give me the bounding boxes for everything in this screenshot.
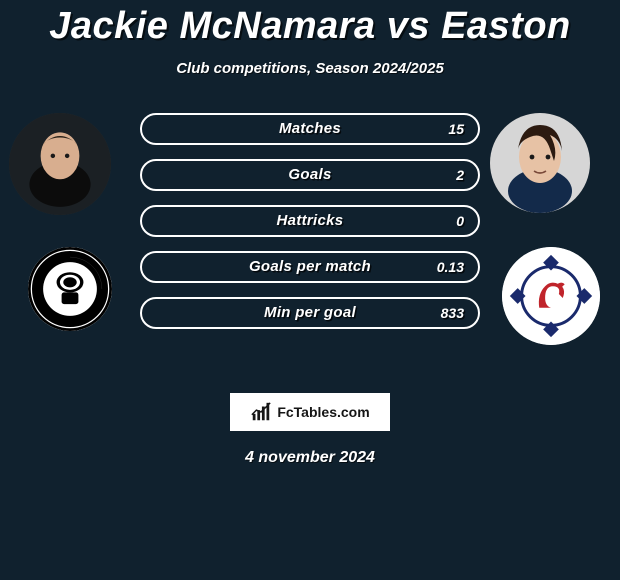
club-right-badge [502, 247, 600, 345]
stat-row-hattricks: Hattricks 0 [140, 205, 480, 237]
comparison-panel: Matches 15 Goals 2 Hattricks 0 Goals per… [0, 113, 620, 373]
page-title: Jackie McNamara vs Easton [0, 0, 620, 48]
stat-label: Min per goal [264, 304, 356, 321]
player-right-avatar [490, 113, 590, 213]
stat-value: 2 [456, 167, 464, 183]
brand-label: FcTables.com [277, 404, 369, 420]
stat-label: Goals per match [249, 258, 371, 275]
stat-row-goals: Goals 2 [140, 159, 480, 191]
stat-value: 0 [456, 213, 464, 229]
stat-value: 833 [441, 305, 464, 321]
stat-label: Matches [279, 120, 341, 137]
brand-box[interactable]: FcTables.com [230, 393, 390, 431]
stats-list: Matches 15 Goals 2 Hattricks 0 Goals per… [140, 113, 480, 343]
stat-value: 0.13 [437, 259, 464, 275]
club-left-badge [28, 247, 112, 331]
stat-row-matches: Matches 15 [140, 113, 480, 145]
stat-label: Hattricks [277, 212, 344, 229]
chart-icon [250, 401, 272, 423]
stat-label: Goals [288, 166, 331, 183]
footer-date: 4 november 2024 [0, 449, 620, 467]
stat-row-goals-per-match: Goals per match 0.13 [140, 251, 480, 283]
stat-row-min-per-goal: Min per goal 833 [140, 297, 480, 329]
subtitle: Club competitions, Season 2024/2025 [0, 60, 620, 77]
player-left-avatar [9, 113, 111, 215]
stat-value: 15 [448, 121, 464, 137]
